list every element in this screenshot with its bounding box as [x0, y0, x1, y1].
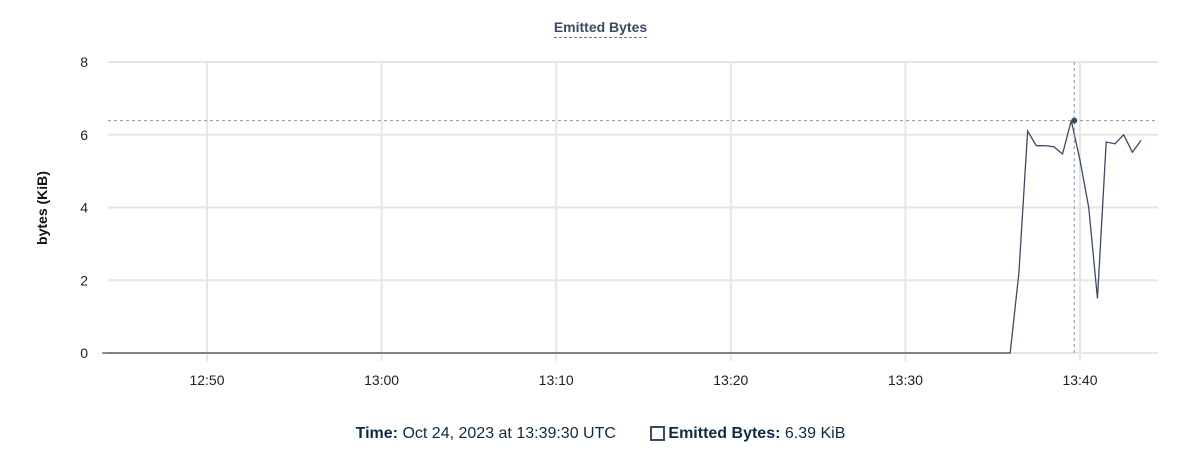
hover-point [1071, 117, 1078, 124]
series-value: 6.39 KiB [784, 425, 846, 442]
y-tick-label: 0 [80, 345, 88, 361]
series-line-emitted-bytes [102, 120, 1142, 354]
x-tick-label: 13:40 [1062, 372, 1097, 388]
chart-title-text[interactable]: Emitted Bytes [553, 19, 648, 38]
y-tick-label: 4 [80, 200, 88, 216]
y-tick-label: 8 [80, 54, 88, 70]
series-label: Emitted Bytes: [668, 425, 781, 442]
chart-title[interactable]: Emitted Bytes [0, 19, 1201, 38]
time-label: Time: [355, 425, 399, 442]
x-tick-label: 13:10 [539, 372, 574, 388]
hover-legend: Time: Oct 24, 2023 at 13:39:30 UTC Emitt… [0, 425, 1201, 443]
x-tick-label: 13:30 [888, 372, 923, 388]
x-tick-label: 13:20 [713, 372, 748, 388]
series-toggle-checkbox[interactable] [650, 426, 666, 441]
y-tick-label: 6 [80, 127, 88, 143]
x-tick-label: 13:00 [364, 372, 399, 388]
x-tick-label: 12:50 [189, 372, 224, 388]
y-tick-label: 2 [80, 272, 88, 288]
time-value: Oct 24, 2023 at 13:39:30 UTC [402, 425, 616, 442]
y-axis-label: bytes (KiB) [34, 171, 50, 245]
